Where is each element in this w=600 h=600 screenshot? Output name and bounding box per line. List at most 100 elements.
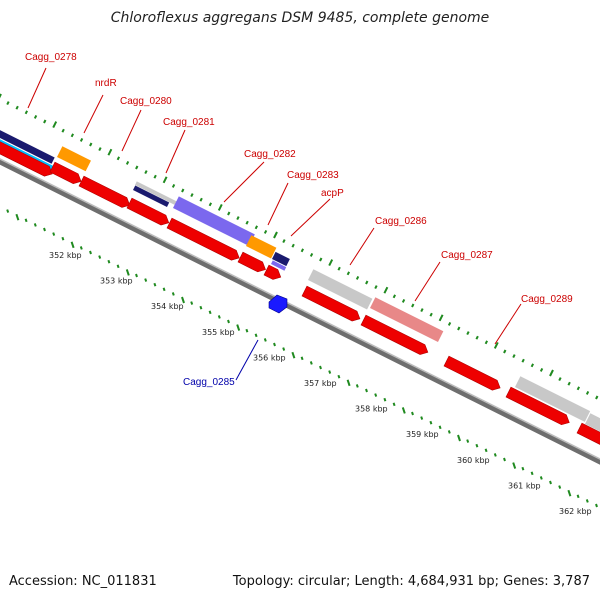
- feature-cagg-0281: [173, 196, 255, 247]
- outer-tick: [282, 239, 286, 244]
- inner-tick: [466, 439, 470, 443]
- outer-tick: [98, 147, 102, 152]
- gene-label-cagg-0282: Cagg_0282: [244, 149, 296, 160]
- outer-tick: [217, 203, 223, 211]
- inner-tick: [254, 333, 258, 338]
- outer-tick: [309, 252, 314, 257]
- inner-tick: [43, 227, 46, 232]
- gene-label-acpp: acpP: [321, 188, 344, 199]
- outer-tick: [70, 133, 74, 138]
- outer-tick: [466, 331, 470, 336]
- outer-tick: [43, 119, 47, 124]
- inner-tick: [107, 259, 111, 264]
- feature-acpp: [271, 260, 287, 271]
- map-title: Chloroflexus aggregans DSM 9485, complet…: [110, 10, 490, 26]
- inner-tick: [411, 411, 414, 416]
- outer-tick: [457, 326, 461, 331]
- outer-tick: [420, 308, 424, 313]
- inner-tick: [181, 296, 185, 304]
- feature-cagg-0289: [515, 376, 591, 422]
- genome-stats-text: Topology: circular; Length: 4,684,931 bp…: [232, 574, 590, 589]
- outer-tick: [171, 183, 176, 188]
- label-leader-lines: [27, 67, 522, 381]
- gene-label-cagg-0287: Cagg_0287: [441, 250, 493, 261]
- outer-tick-track: [0, 93, 599, 400]
- outer-tick: [493, 341, 499, 349]
- outer-tick: [227, 211, 231, 216]
- leader-line-4: [165, 129, 186, 174]
- outer-tick: [0, 93, 2, 99]
- leader-line-6: [267, 182, 289, 226]
- inner-tick: [319, 365, 322, 370]
- inner-tick: [199, 305, 203, 310]
- outer-tick: [585, 390, 590, 395]
- kbp-label-4: 355 kbp: [202, 328, 235, 337]
- inner-tick: [208, 310, 212, 315]
- inner-tick: [217, 315, 221, 319]
- gene-label-cagg-0289: Cagg_0289: [521, 294, 573, 305]
- outer-tick: [576, 386, 580, 391]
- inner-tick: [503, 457, 506, 462]
- inner-tick: [135, 273, 138, 278]
- inner-tick: [98, 255, 102, 259]
- inner-tick: [337, 374, 341, 379]
- gene-label-nrdr: nrdR: [95, 78, 117, 89]
- feature-nrdr: [57, 146, 91, 172]
- outer-tick: [521, 358, 525, 363]
- feature-cagg-0286: [308, 269, 373, 310]
- outer-tick: [539, 367, 544, 372]
- inner-tick: [383, 397, 387, 402]
- outer-tick: [484, 340, 488, 345]
- inner-tick: [355, 384, 359, 388]
- outer-tick: [15, 105, 19, 110]
- inner-tick: [79, 246, 83, 250]
- inner-tick: [15, 213, 20, 221]
- leader-line-9: [414, 261, 441, 302]
- kbp-label-9: 360 kbp: [457, 456, 490, 465]
- kbp-label-2: 353 kbp: [100, 277, 133, 286]
- kbp-tick-labels: 352 kbp 353 kbp 354 kbp 355 kbp 356 kbp 357 k…: [49, 251, 592, 516]
- leader-line-7: [290, 198, 331, 237]
- outer-tick: [447, 321, 452, 326]
- gene-label-cagg-0283: Cagg_0283: [287, 170, 339, 181]
- inner-tick: [567, 489, 572, 497]
- inner-tick: [530, 471, 534, 476]
- inner-tick: [89, 250, 92, 255]
- outer-tick: [254, 225, 258, 230]
- cds-arrow-10: [443, 355, 501, 391]
- inner-tick: [6, 209, 10, 213]
- inner-tick: [457, 434, 461, 442]
- leader-line-10: [494, 303, 522, 345]
- inner-tick: [512, 462, 517, 469]
- cds-arrow-6: [237, 251, 266, 273]
- feature-cagg-0285: [268, 294, 288, 314]
- inner-tick-track: [6, 209, 598, 508]
- inner-tick: [125, 269, 130, 276]
- inner-tick: [291, 351, 296, 359]
- outer-tick: [153, 174, 157, 179]
- cds-arrow-9: [360, 314, 429, 355]
- kbp-label-11: 362 kbp: [559, 507, 592, 516]
- outer-tick: [144, 170, 148, 175]
- cds-arrow-7: [263, 264, 282, 280]
- outer-tick: [245, 220, 249, 225]
- cds-arrow-4: [126, 197, 170, 226]
- outer-tick: [475, 335, 479, 340]
- outer-tick: [383, 286, 389, 294]
- outer-tick: [89, 142, 93, 147]
- outer-tick: [300, 248, 304, 253]
- outer-tick: [401, 298, 406, 303]
- inner-tick: [365, 388, 368, 393]
- outer-tick: [79, 137, 84, 142]
- accession-text: Accession: NC_011831: [9, 574, 157, 589]
- outer-tick: [392, 294, 396, 299]
- inner-tick: [33, 223, 37, 227]
- outer-tick: [181, 188, 185, 193]
- inner-tick: [374, 393, 378, 397]
- inner-tick: [153, 282, 157, 287]
- inner-tick: [236, 324, 241, 331]
- outer-tick: [319, 257, 323, 262]
- inner-tick: [420, 416, 424, 420]
- inner-tick: [263, 338, 267, 342]
